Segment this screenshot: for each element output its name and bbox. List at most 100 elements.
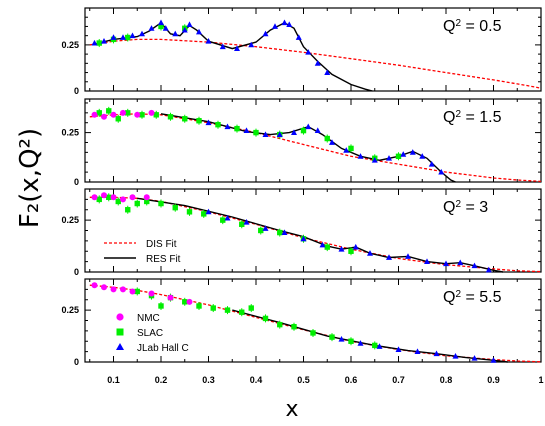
legend-dis-fit-label: DIS Fit	[146, 239, 177, 250]
jlab-point	[305, 49, 312, 55]
slac-point	[224, 307, 231, 313]
nmc-point	[148, 109, 155, 116]
jlab-point	[433, 350, 440, 357]
slac-point	[134, 200, 140, 207]
res-fit-curve	[232, 309, 508, 363]
jlab-point	[490, 357, 497, 363]
jlab-point	[224, 123, 231, 130]
jlab-point	[329, 139, 335, 145]
nmc-point	[110, 194, 117, 201]
nmc-point	[129, 194, 136, 201]
x-tick-label: 1	[538, 375, 543, 385]
nmc-point	[91, 282, 98, 289]
nmc-point	[91, 194, 98, 201]
x-tick-label: 0.9	[487, 375, 500, 385]
jlab-point	[243, 127, 250, 134]
slac-point	[310, 330, 316, 336]
jlab-point	[424, 258, 430, 265]
slac-point	[125, 34, 131, 41]
jlab-point	[371, 157, 378, 163]
jlab-point	[281, 19, 288, 26]
x-tick-label: 0.5	[297, 375, 310, 385]
jlab-point	[158, 19, 164, 26]
slac-point	[115, 198, 121, 205]
jlab-point	[471, 355, 478, 361]
jlab-point	[419, 153, 426, 159]
legend-nmc-label: NMC	[137, 313, 160, 324]
jlab-point	[248, 41, 255, 48]
x-tick-label: 0.2	[155, 375, 168, 385]
slac-point	[258, 227, 264, 234]
x-tick-label: 0.3	[202, 375, 215, 385]
panel-3: 0 0.25 Q2 = 3	[61, 188, 542, 277]
jlab-point	[386, 254, 392, 260]
slac-point	[220, 217, 226, 223]
jlab-point	[120, 34, 126, 40]
jlab-point	[139, 30, 145, 37]
slac-point	[300, 127, 307, 134]
x-tick-label: 0.6	[345, 375, 358, 385]
slac-point	[96, 110, 102, 116]
jlab-point	[395, 346, 402, 352]
slac-point	[239, 221, 245, 227]
jlab-point	[414, 348, 421, 355]
nmc-point	[101, 192, 107, 199]
jlab-point	[367, 250, 373, 256]
jlab-point	[205, 208, 212, 215]
jlab-point	[305, 123, 312, 130]
jlab-point	[186, 21, 193, 27]
jlab-point	[196, 28, 202, 35]
slac-point	[201, 211, 207, 217]
slac-point	[395, 153, 402, 160]
nmc-point	[120, 109, 126, 116]
x-tick-label: 0.4	[250, 375, 263, 385]
jlab-point	[234, 45, 240, 51]
slac-point	[329, 334, 335, 340]
slac-point	[210, 305, 216, 311]
jlab-point	[400, 151, 407, 157]
slac-point	[167, 114, 174, 120]
slac-point	[134, 288, 140, 295]
jlab-point	[357, 153, 364, 159]
jlab-point	[101, 38, 107, 44]
jlab-point	[409, 149, 416, 155]
jlab-point	[91, 39, 98, 46]
jlab-point	[110, 34, 117, 40]
slac-point	[139, 112, 145, 118]
y-tick-label: 0	[74, 357, 79, 367]
slac-point	[324, 135, 330, 142]
jlab-point	[319, 241, 326, 248]
jlab-point	[300, 235, 307, 242]
jlab-point	[262, 225, 269, 231]
slac-point	[125, 110, 131, 116]
jlab-point	[205, 119, 212, 126]
jlab-point	[162, 25, 169, 31]
slac-point	[144, 198, 150, 205]
jlab-point	[452, 352, 459, 359]
legend-datasets: NMC SLAC JLab Hall C	[116, 313, 189, 354]
nmc-point	[167, 294, 174, 301]
nmc-point	[101, 284, 107, 291]
jlab-point	[205, 38, 212, 44]
jlab-point	[148, 25, 155, 31]
x-tick-label: 0.1	[107, 375, 120, 385]
slac-point	[158, 23, 164, 30]
nmc-point	[101, 113, 107, 120]
slac-point	[96, 196, 102, 203]
jlab-point	[338, 335, 345, 342]
nmc-point	[129, 288, 136, 295]
jlab-point	[443, 260, 449, 267]
slac-point	[348, 145, 354, 152]
nmc-point	[91, 111, 98, 118]
y-axis-title: F₂(x,Q²)	[15, 128, 45, 228]
q2-label: Q2 = 1.5	[443, 109, 502, 127]
jlab-point	[272, 23, 278, 29]
jlab-point	[314, 60, 321, 66]
slac-point	[172, 204, 178, 211]
x-tick-label: 0.8	[440, 375, 453, 385]
x-tick-label: 0.7	[392, 375, 405, 385]
legend-nmc-marker	[116, 313, 124, 321]
slac-point	[153, 112, 159, 118]
legend-res-fit-label: RES Fit	[146, 254, 181, 265]
